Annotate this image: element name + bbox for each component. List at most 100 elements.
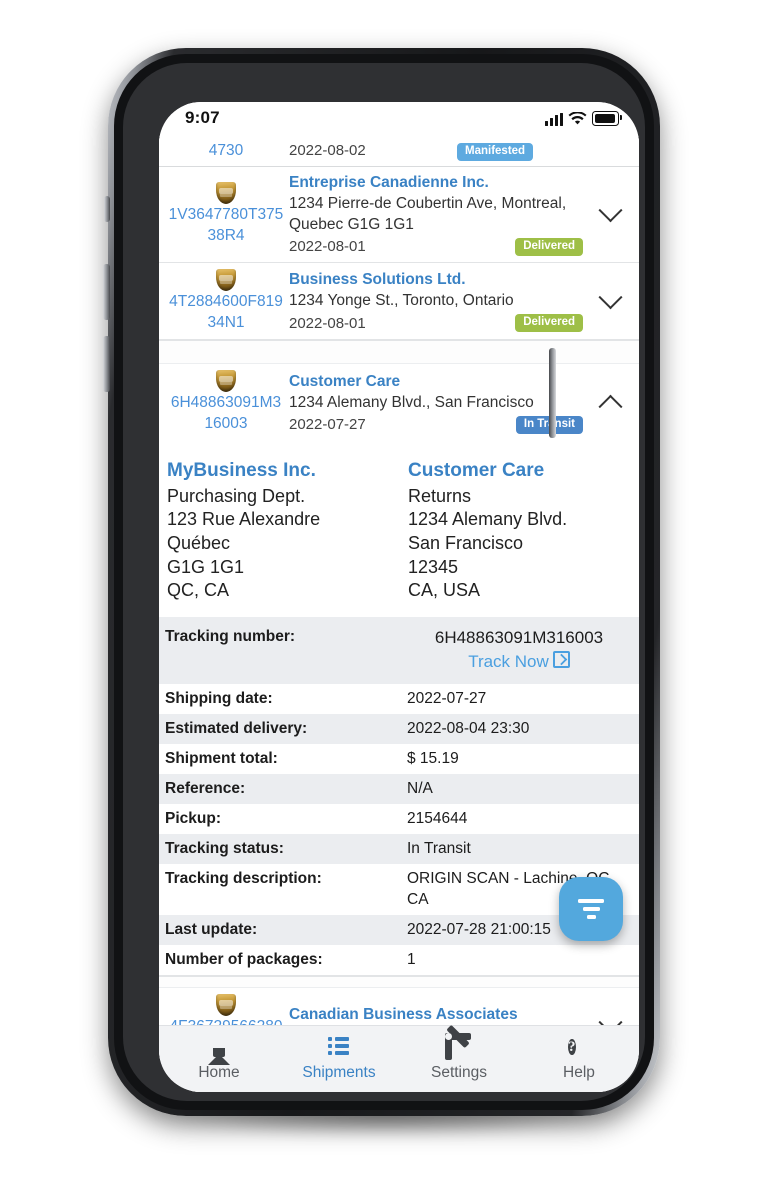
row-content: Business Solutions Ltd. 1234 Yonge St., …	[287, 264, 587, 338]
section-separator	[159, 340, 639, 365]
ship-date: 2022-08-01	[289, 238, 366, 256]
ups-logo-icon	[216, 993, 236, 1016]
status-badge: Delivered	[515, 237, 583, 256]
ups-logo-icon	[216, 370, 236, 393]
list-item[interactable]: 1V3647780T37538R4 Entreprise Canadienne …	[159, 167, 639, 263]
tab-home[interactable]: Home	[159, 1036, 279, 1082]
tab-help[interactable]: ? Help	[519, 1037, 639, 1082]
detail-label: Estimated delivery:	[159, 713, 401, 744]
shipper-line: Québec	[167, 533, 231, 554]
row-meta: 2022-07-27 In Transit	[289, 415, 583, 434]
address-columns: MyBusiness Inc. Purchasing Dept. 123 Rue…	[159, 441, 639, 617]
ship-date: 2022-07-27	[289, 416, 366, 434]
consignee-address: 1234 Pierre-de Coubertin Ave, Montreal, …	[289, 195, 567, 233]
power-button[interactable]	[549, 348, 556, 438]
consignee-address: 1234 Alemany Blvd., San Francisco	[289, 393, 534, 411]
partial-row-date-wrap: 2022-08-02	[287, 136, 457, 166]
tracking-number-row: Tracking number: 6H48863091M316003 Track…	[159, 616, 639, 684]
list-item[interactable]: 4T2884600F81934N1 Business Solutions Ltd…	[159, 262, 639, 341]
mute-switch[interactable]	[104, 196, 110, 222]
cellular-signal-icon	[545, 113, 563, 126]
expand-row-button[interactable]	[587, 284, 633, 310]
list-item-partial[interactable]: 4730 2022-08-02 Manifested	[159, 136, 639, 167]
gear-icon	[444, 1024, 470, 1059]
detail-label: Reference:	[159, 773, 401, 805]
shipper-line: 123 Rue Alexandre	[167, 509, 321, 530]
ups-logo-icon	[216, 268, 236, 291]
consignee-name[interactable]: Entreprise Canadienne Inc.	[289, 174, 489, 191]
detail-label: Tracking status:	[159, 834, 401, 865]
recipient-line: San Francisco	[408, 533, 524, 554]
collapse-row-button[interactable]	[587, 394, 633, 419]
recipient-line: 1234 Alemany Blvd.	[408, 509, 568, 530]
detail-value: N/A	[401, 773, 639, 805]
detail-value: 2022-07-27	[407, 689, 487, 707]
filter-icon-bar	[586, 915, 596, 919]
row-left-column: 1V3647780T37538R4	[165, 176, 287, 253]
tracking-id[interactable]: 1V3647780T37538R4	[168, 206, 284, 244]
tab-label: Help	[563, 1063, 595, 1081]
detail-row: Pickup: 2154644	[159, 804, 639, 834]
tracking-id[interactable]: 4F367295662803	[167, 1017, 285, 1025]
detail-value: $ 15.19	[407, 749, 459, 767]
detail-row: Tracking description: ORIGIN SCAN - Lach…	[159, 864, 639, 914]
volume-down-button[interactable]	[103, 336, 110, 392]
recipient-line: CA, USA	[408, 580, 481, 601]
list-item-expanded[interactable]: 6H48863091M316003 Customer Care 1234 Ale…	[159, 364, 639, 441]
detail-label: Last update:	[159, 914, 401, 945]
track-now-link[interactable]: Track Now	[407, 650, 631, 674]
consignee-name[interactable]: Business Solutions Ltd.	[289, 271, 466, 289]
detail-label: Number of packages:	[165, 950, 323, 968]
chevron-down-icon	[597, 1009, 623, 1025]
recipient-address-block: Customer Care Returns 1234 Alemany Blvd.…	[392, 459, 633, 603]
phone-bezel: 9:07	[114, 54, 654, 1110]
tab-label: Home	[198, 1063, 240, 1081]
tracking-id[interactable]: 4T2884600F81934N1	[169, 292, 283, 331]
phone-screen: 9:07	[159, 102, 639, 1092]
expand-row-button[interactable]	[587, 198, 633, 223]
row-content: Customer Care 1234 Alemany Blvd., San Fr…	[287, 366, 587, 440]
consignee-name[interactable]: Customer Care	[289, 372, 401, 390]
row-left-column: 4T2884600F81934N1	[165, 263, 287, 340]
volume-up-button[interactable]	[103, 264, 110, 320]
list-icon	[328, 1036, 350, 1059]
chevron-down-icon	[597, 284, 623, 309]
tracking-id[interactable]: 6H48863091M316003	[170, 394, 282, 433]
consignee-name[interactable]: Canadian Business Associates	[289, 1006, 518, 1024]
shipment-detail-table: Tracking number: 6H48863091M316003 Track…	[159, 616, 639, 975]
row-left-column: 4F367295662803	[165, 988, 287, 1025]
tracking-id[interactable]: 4730	[208, 141, 244, 159]
wifi-icon	[568, 112, 587, 125]
tab-label: Shipments	[302, 1063, 376, 1081]
status-badge: Manifested	[457, 142, 534, 162]
recipient-line: Returns	[408, 485, 472, 506]
shipper-line: Purchasing Dept.	[167, 485, 306, 506]
tab-settings[interactable]: Settings	[399, 1024, 519, 1082]
list-item[interactable]: 4F367295662803 Canadian Business Associa…	[159, 987, 639, 1025]
row-meta: 2022-08-01 Delivered	[289, 237, 583, 256]
partial-row-tracking: 4730	[165, 136, 287, 167]
external-link-icon	[552, 650, 570, 668]
detail-label: Shipment total:	[165, 749, 278, 767]
shipments-list[interactable]: 4730 2022-08-02 Manifested	[159, 136, 639, 1025]
tracking-number-value-cell: 6H48863091M316003 Track Now	[401, 616, 639, 684]
detail-value: ORIGIN SCAN - Lachine, QC, CA	[407, 870, 614, 908]
detail-value: In Transit	[401, 834, 639, 865]
row-content: Canadian Business Associates 123 Whiteho…	[287, 999, 587, 1025]
detail-label: Pickup:	[165, 810, 221, 828]
section-separator	[159, 975, 639, 988]
expand-row-button[interactable]	[587, 1009, 633, 1025]
partial-row-status-wrap: Manifested	[457, 141, 587, 162]
status-badge: Delivered	[515, 314, 583, 333]
detail-value: 2022-08-04 23:30	[401, 713, 639, 744]
tracking-number-value: 6H48863091M316003	[434, 627, 604, 647]
tracking-number-label: Tracking number:	[159, 616, 401, 684]
detail-row: Tracking status: In Transit	[159, 834, 639, 865]
filter-fab-button[interactable]	[559, 877, 623, 941]
home-icon	[208, 1036, 230, 1065]
shipper-line: QC, CA	[167, 580, 230, 601]
tab-shipments[interactable]: Shipments	[279, 1036, 399, 1082]
detail-row: Shipment total: $ 15.19	[159, 744, 639, 774]
detail-row: Reference: N/A	[159, 773, 639, 805]
app-container: 4730 2022-08-02 Manifested	[159, 136, 639, 1092]
